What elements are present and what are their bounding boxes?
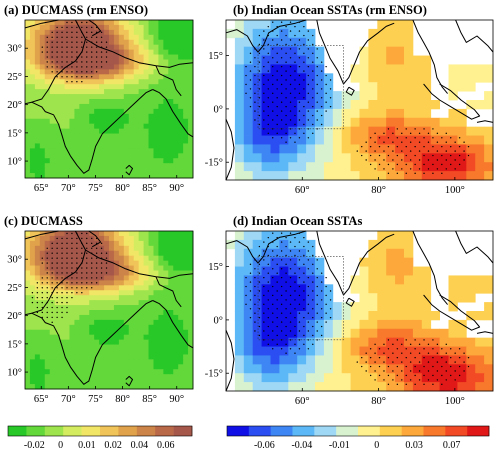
y-tick-label: 25° xyxy=(7,72,22,83)
y-tick-label: -15° xyxy=(205,369,223,380)
y-tick-label: 15° xyxy=(208,51,223,62)
colorbar-swatch xyxy=(336,426,359,436)
significance-dots xyxy=(245,21,470,175)
y-tick-label: 0° xyxy=(214,104,223,115)
region-box xyxy=(257,45,344,130)
colorbar-swatch xyxy=(63,426,82,436)
colorbar-swatch xyxy=(155,426,174,436)
x-tick-label: 75° xyxy=(88,394,103,405)
y-tick-label: 25° xyxy=(7,283,22,294)
sst-colorbar: -0.06 -0.04 -0.01 0 0.03 0.07 xyxy=(226,425,490,451)
map-frame xyxy=(225,19,494,181)
sst-field xyxy=(226,231,494,392)
colorbar-label: 0.01 xyxy=(78,440,96,451)
colorbar-swatch xyxy=(314,426,337,436)
sst-map: 60° 80° 100° -15° 0° 15° xyxy=(205,230,494,407)
y-tick-label: 30° xyxy=(7,44,22,55)
x-tick-label: 65° xyxy=(34,394,49,405)
x-tick-label: 80° xyxy=(371,396,386,407)
x-tick-label: 60° xyxy=(295,396,310,407)
x-tick-label: 85° xyxy=(142,394,157,405)
colorbar-label: 0.04 xyxy=(131,440,149,451)
x-tick-label: 75° xyxy=(88,183,103,194)
dust-map-rm-enso: 65° 70° 75° 80° 85° 90° 10° 15° 20° 25° 30° xyxy=(7,19,194,194)
colorbar-label: -0.01 xyxy=(329,440,350,451)
colorbar-label: 0 xyxy=(374,440,379,451)
dust-map: 65° 70° 75° 80° 85° 90° 10° 15° 20° 25° 30° xyxy=(7,230,194,405)
colorbar-label: -0.06 xyxy=(254,440,275,451)
y-tick-label: 0° xyxy=(214,315,223,326)
x-tick-label: 80° xyxy=(115,394,130,405)
significance-dots xyxy=(245,232,470,386)
colorbar-swatch xyxy=(81,426,101,436)
colorbar-swatch xyxy=(292,426,315,436)
y-tick-label: -15° xyxy=(205,158,223,169)
x-tick-label: 85° xyxy=(142,183,157,194)
colorbar-swatch xyxy=(358,426,381,436)
colorbar-label: 0 xyxy=(58,440,63,451)
x-tick-label: 100° xyxy=(445,396,465,407)
colorbar-swatch xyxy=(173,426,193,436)
colorbar-label: 0.03 xyxy=(405,440,423,451)
x-tick-label: 80° xyxy=(371,185,386,196)
sst-map-rm-enso: 60° 80° 100° -15° 0° 15° xyxy=(205,19,494,196)
y-tick-label: 15° xyxy=(208,262,223,273)
map-frame xyxy=(24,19,194,179)
colorbar-swatch xyxy=(423,426,446,436)
y-tick-label: 20° xyxy=(7,100,22,111)
x-tick-label: 70° xyxy=(61,394,76,405)
x-tick-label: 90° xyxy=(169,394,184,405)
coastline xyxy=(24,230,194,387)
colorbar-label: 0.02 xyxy=(104,440,122,451)
sst-field xyxy=(226,20,494,181)
map-frame xyxy=(24,230,194,390)
y-tick-label: 15° xyxy=(7,128,22,139)
y-tick-label: 15° xyxy=(7,339,22,350)
colorbar-swatch xyxy=(445,426,468,436)
colorbar-swatch xyxy=(44,426,64,436)
panel-title-c: (c) DUCMASS xyxy=(4,214,83,228)
x-tick-label: 65° xyxy=(34,183,49,194)
colorbar-swatch xyxy=(118,426,138,436)
dust-field xyxy=(25,20,194,179)
colorbar-swatch xyxy=(270,426,293,436)
panel-title-b: (b) Indian Ocean SSTAs (rm ENSO) xyxy=(233,3,427,17)
y-tick-label: 10° xyxy=(7,368,22,379)
colorbar-swatch xyxy=(401,426,424,436)
colorbar-swatch xyxy=(26,426,46,436)
map-frame xyxy=(225,230,494,392)
colorbar-swatch xyxy=(227,426,250,436)
x-tick-label: 90° xyxy=(169,183,184,194)
x-tick-label: 70° xyxy=(61,183,76,194)
y-tick-label: 10° xyxy=(7,157,22,168)
dust-colorbar: -0.02 0 0.01 0.02 0.04 0.06 xyxy=(7,425,193,451)
colorbar-swatch xyxy=(100,426,119,436)
region-box xyxy=(257,256,344,341)
x-tick-label: 60° xyxy=(295,185,310,196)
colorbar-label: -0.04 xyxy=(291,440,312,451)
panel-title-a: (a) DUCMASS (rm ENSO) xyxy=(4,3,149,17)
panel-title-d: (d) Indian Ocean SSTAs xyxy=(233,214,363,228)
y-tick-label: 20° xyxy=(7,311,22,322)
coastline xyxy=(24,19,194,176)
dust-field xyxy=(25,231,194,390)
colorbar-swatch xyxy=(379,426,402,436)
colorbar-swatch xyxy=(136,426,156,436)
x-tick-label: 100° xyxy=(445,185,465,196)
x-tick-label: 80° xyxy=(115,183,130,194)
colorbar-label: 0.06 xyxy=(157,440,175,451)
colorbar-swatch xyxy=(467,426,490,436)
colorbar-label: 0.07 xyxy=(443,440,461,451)
colorbar-swatch xyxy=(248,426,271,436)
y-tick-label: 30° xyxy=(7,255,22,266)
colorbar-label: -0.02 xyxy=(24,440,45,451)
colorbar-swatch xyxy=(8,426,27,436)
